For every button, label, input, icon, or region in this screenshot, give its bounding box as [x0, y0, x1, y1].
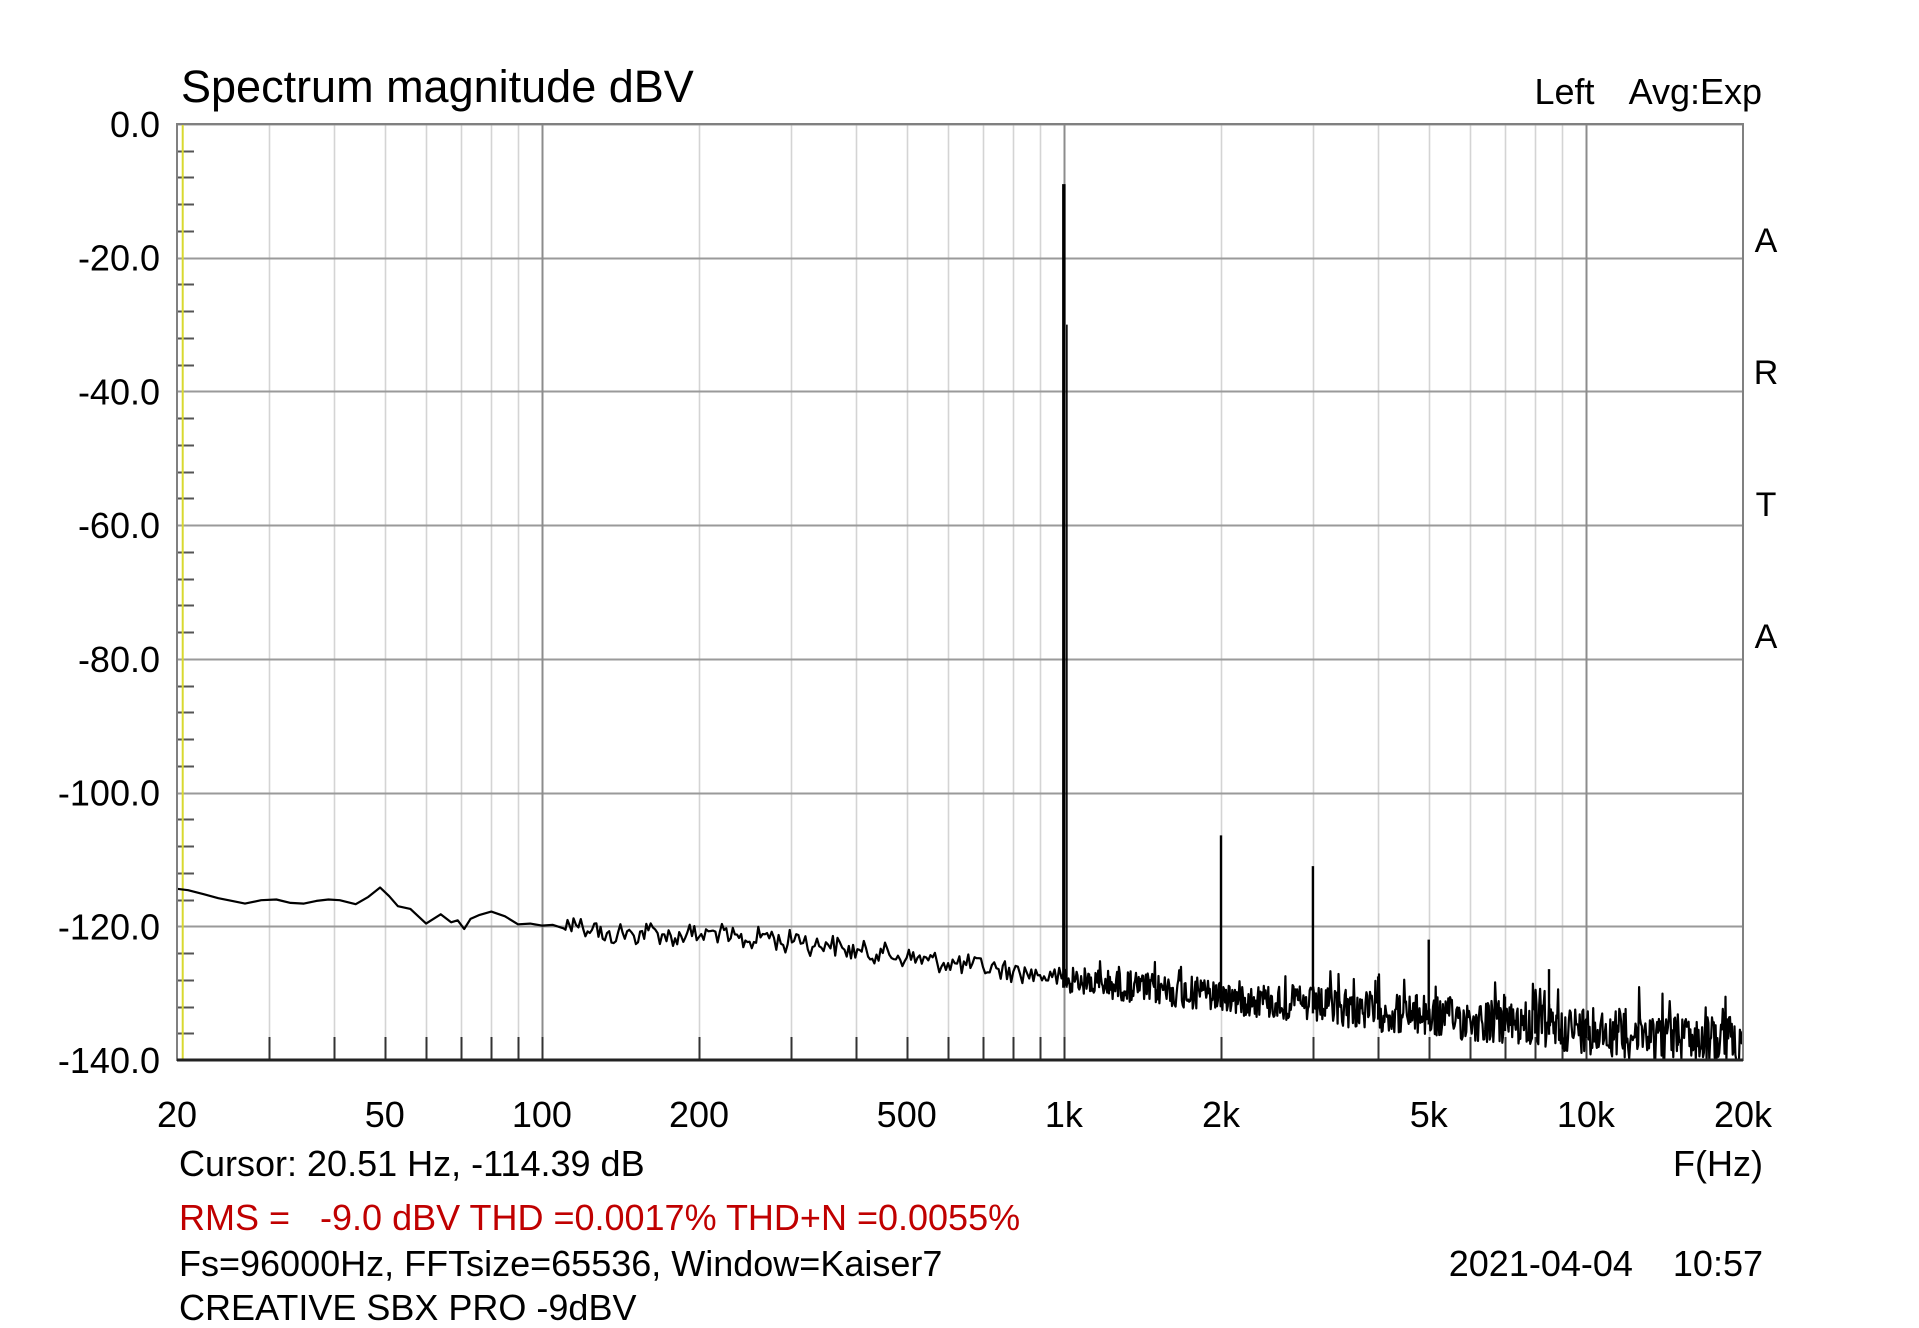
brand-letter: A — [1754, 222, 1778, 260]
axis-ticks — [177, 150, 1588, 1060]
y-tick-label: -60.0 — [78, 505, 160, 546]
brand-letter: R — [1753, 354, 1779, 392]
x-tick-label: 100 — [512, 1094, 572, 1135]
plot-frame — [176, 123, 1744, 1061]
x-axis-unit: F(Hz) — [1673, 1143, 1763, 1184]
cursor-readout: Cursor: 20.51 Hz, -114.39 dB — [179, 1143, 645, 1184]
x-tick-label: 10k — [1557, 1094, 1616, 1135]
horizontal-gridlines — [177, 123, 1743, 1062]
y-tick-label: -100.0 — [58, 773, 160, 814]
x-tick-label: 1k — [1045, 1094, 1084, 1135]
channel-avg-label: Left Avg:Exp — [1534, 71, 1762, 112]
noise-floor-line — [176, 886, 1744, 1062]
x-tick-label: 200 — [669, 1094, 729, 1135]
spectrum-trace — [176, 184, 1744, 1062]
measurement-summary: RMS = -9.0 dBV THD =0.0017% THD+N =0.005… — [179, 1197, 1021, 1238]
y-tick-label: 0.0 — [110, 104, 160, 145]
chart-title: Spectrum magnitude dBV — [181, 61, 694, 112]
x-tick-label: 20k — [1714, 1094, 1773, 1135]
x-tick-label: 500 — [877, 1094, 937, 1135]
minor-vertical-gridlines — [268, 124, 1564, 1060]
arta-brand: A R T A — [1752, 131, 1780, 703]
x-tick-label: 20 — [157, 1094, 197, 1135]
y-axis-labels: 0.0 -20.0 -40.0 -60.0 -80.0 -100.0 -120.0 -140.… — [58, 104, 160, 1081]
fft-settings: Fs=96000Hz, FFTsize=65536, Window=Kaiser… — [179, 1243, 943, 1284]
brand-letter: T — [1755, 486, 1777, 524]
y-tick-label: -20.0 — [78, 238, 160, 279]
x-axis-labels: 20 50 100 200 500 1k 2k 5k 10k 20k — [157, 1094, 1773, 1135]
y-tick-label: -40.0 — [78, 371, 160, 412]
x-tick-label: 5k — [1410, 1094, 1449, 1135]
y-tick-label: -80.0 — [78, 639, 160, 680]
x-tick-label: 50 — [365, 1094, 405, 1135]
brand-letter: A — [1754, 618, 1778, 656]
x-tick-label: 2k — [1202, 1094, 1241, 1135]
measurement-datetime: 2021-04-04 10:57 — [1448, 1243, 1763, 1284]
device-label: CREATIVE SBX PRO -9dBV — [179, 1287, 637, 1328]
y-tick-label: -140.0 — [58, 1040, 160, 1081]
y-tick-label: -120.0 — [58, 906, 160, 947]
